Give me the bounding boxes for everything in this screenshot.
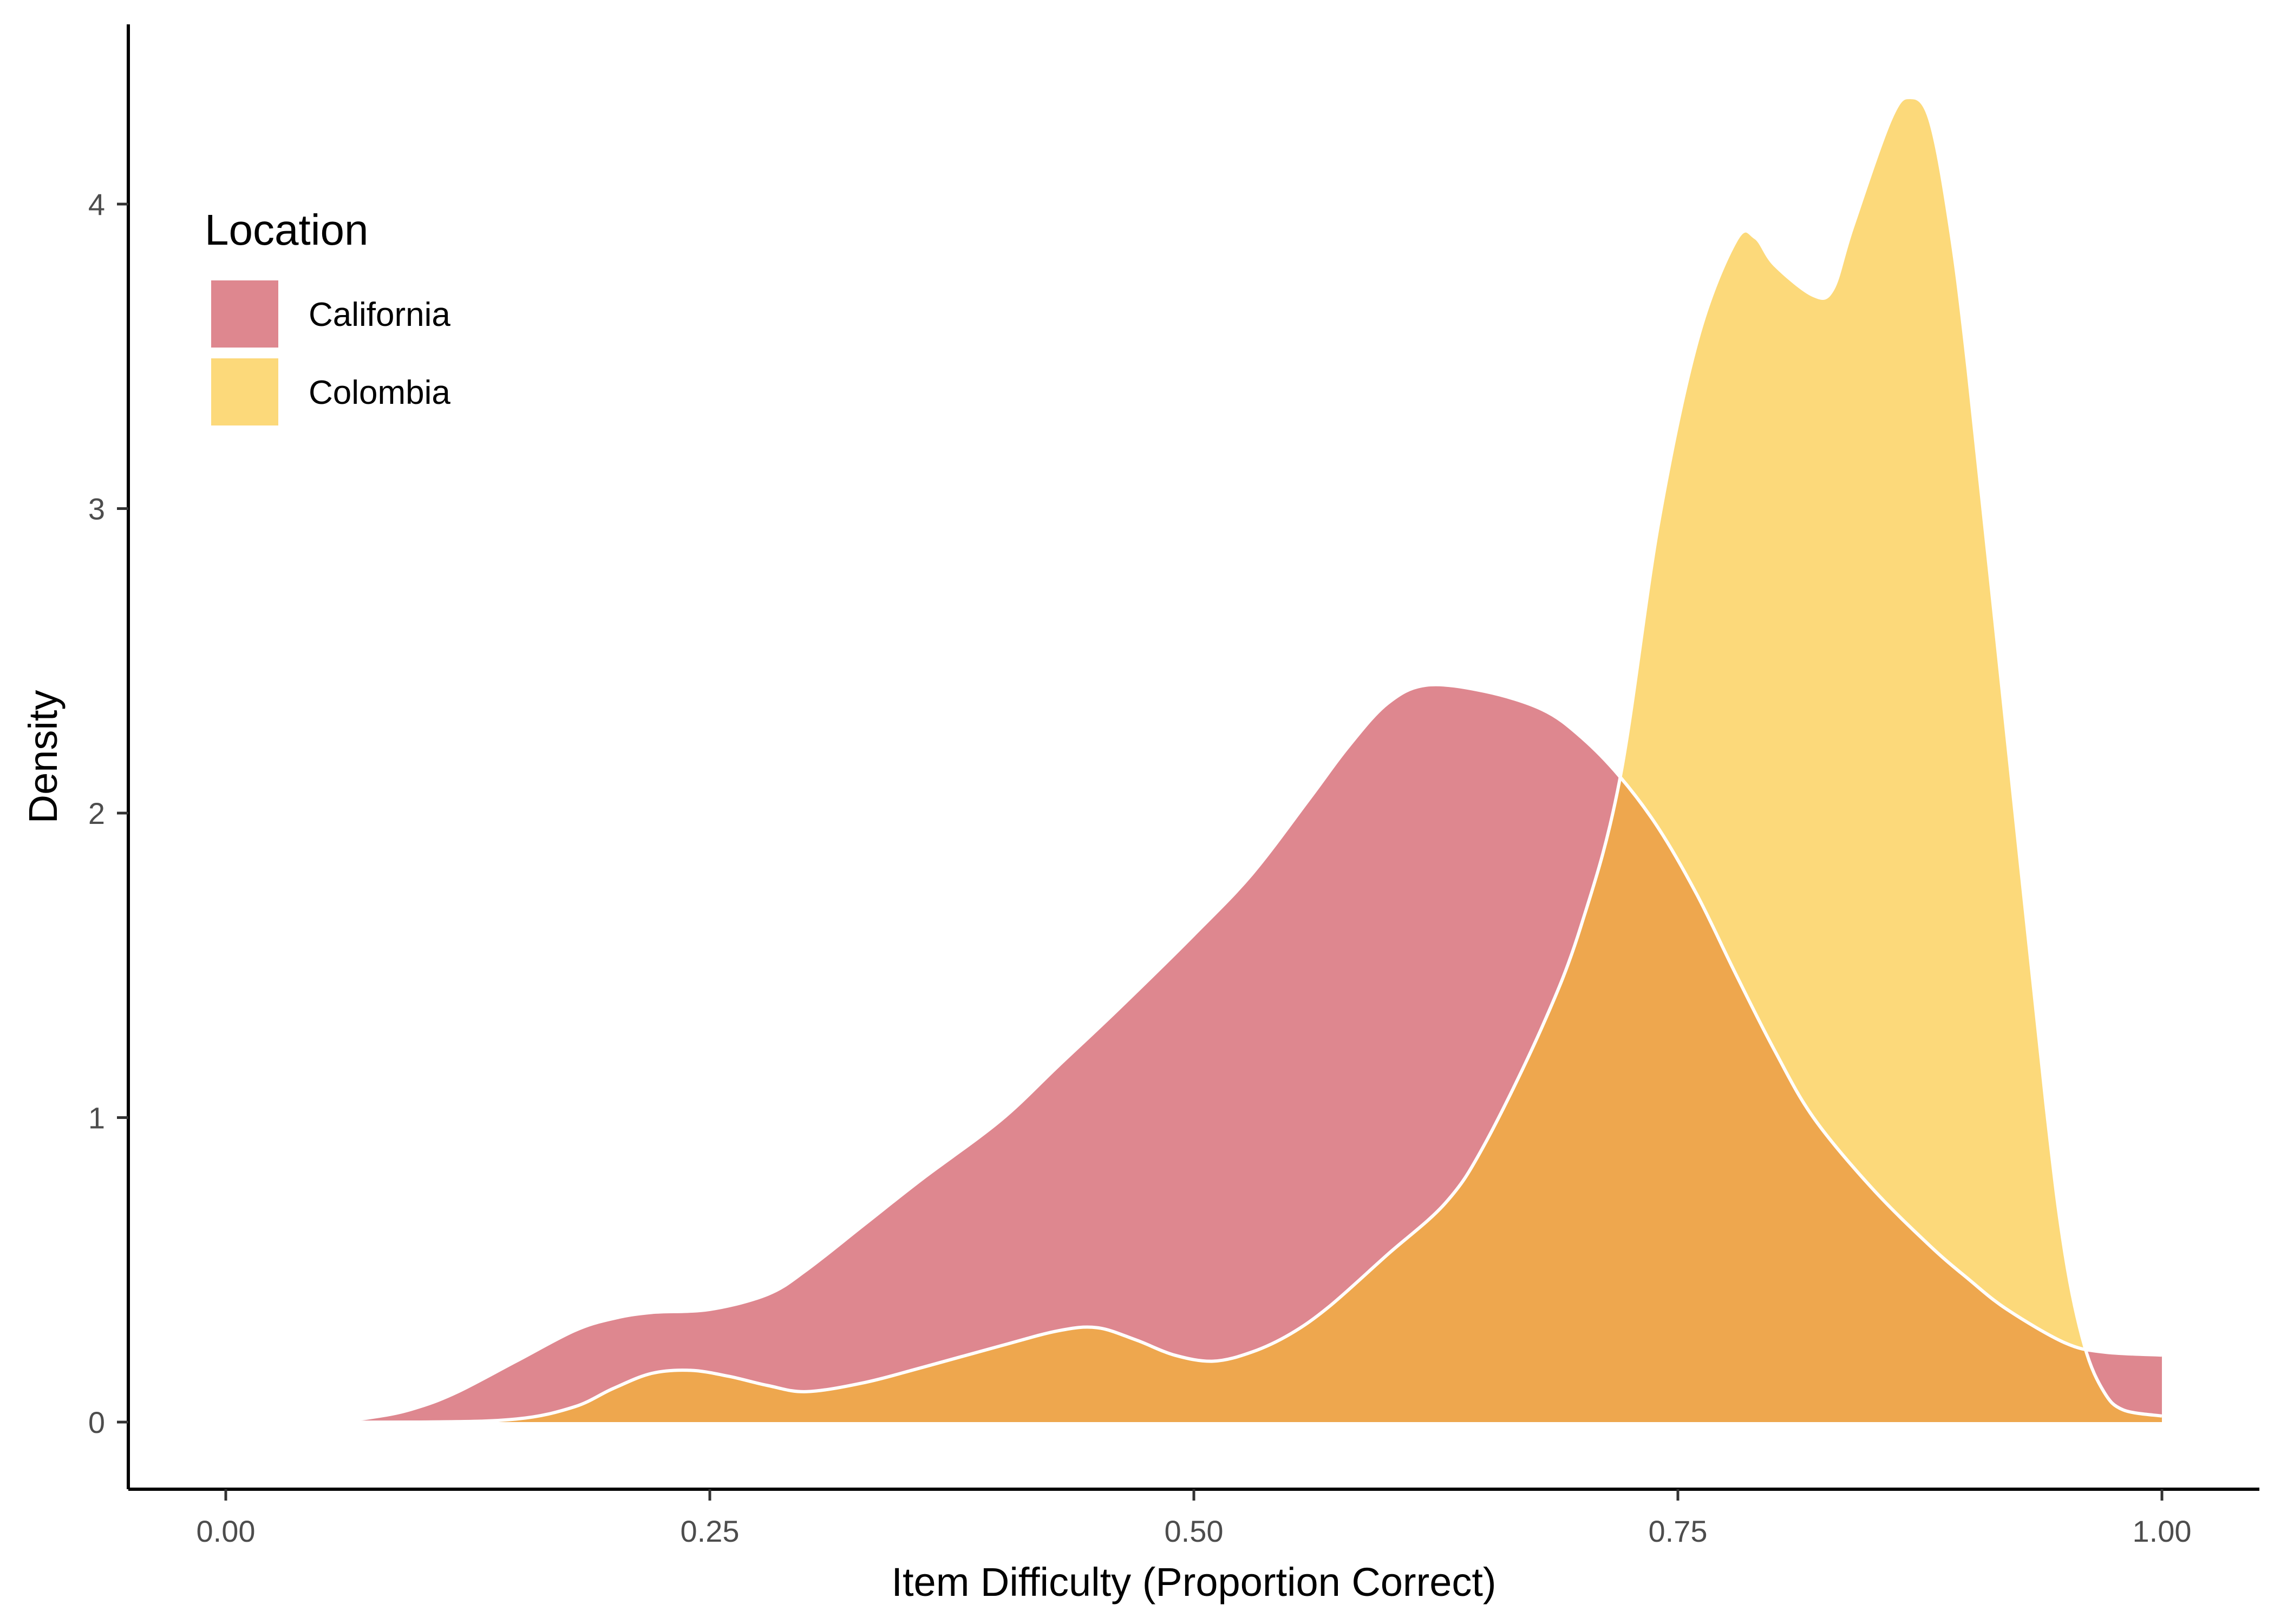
- colombia-density-outline: [225, 96, 2162, 1424]
- x-tick-label: 0.25: [681, 1514, 740, 1548]
- y-tick-label: 3: [88, 492, 105, 526]
- legend-item-california: California: [211, 280, 450, 348]
- legend-label-california: California: [309, 296, 450, 333]
- y-tick-label: 0: [88, 1405, 105, 1439]
- legend-title: Location: [205, 206, 368, 254]
- overlap-density-area: [226, 684, 2162, 1423]
- x-tick-label: 0.50: [1165, 1514, 1224, 1548]
- y-axis-ticks: 0 1 2 3 4: [88, 187, 128, 1439]
- x-tick-label: 0.00: [197, 1514, 256, 1548]
- y-axis-title: Density: [21, 690, 66, 824]
- legend-key-california: [211, 280, 278, 348]
- x-tick-label: 0.75: [1649, 1514, 1708, 1548]
- x-tick-label: 1.00: [2133, 1514, 2192, 1548]
- california-density-outline: [225, 683, 2162, 1424]
- y-tick-label: 4: [88, 187, 105, 221]
- legend: Location California Colombia: [205, 206, 450, 425]
- legend-label-colombia: Colombia: [309, 374, 450, 411]
- y-tick-label: 2: [88, 796, 105, 830]
- y-tick-label: 1: [88, 1101, 105, 1135]
- plot-area: [225, 96, 2162, 1424]
- x-axis-title: Item Difficulty (Proportion Correct): [891, 1560, 1496, 1605]
- legend-item-colombia: Colombia: [211, 358, 450, 425]
- x-axis-ticks: 0.00 0.25 0.50 0.75 1.00: [197, 1489, 2192, 1548]
- legend-key-colombia: [211, 358, 278, 425]
